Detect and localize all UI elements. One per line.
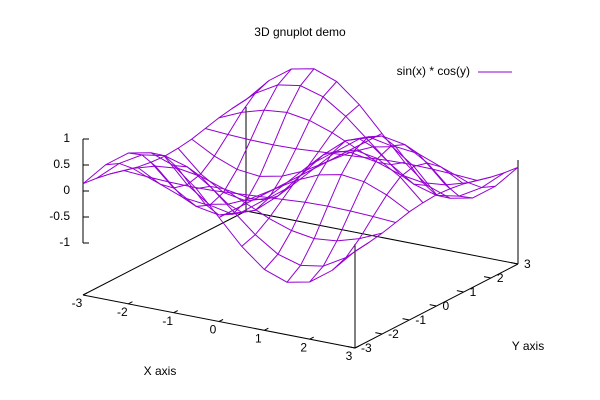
x-tick-label: -1 bbox=[162, 314, 173, 328]
mesh-line bbox=[263, 138, 428, 270]
y-tick bbox=[402, 318, 410, 321]
x-tick bbox=[82, 292, 88, 296]
mesh-line bbox=[173, 81, 338, 213]
y-tick-label: -3 bbox=[361, 341, 372, 355]
y-tick bbox=[375, 332, 383, 335]
mesh-line bbox=[105, 80, 270, 189]
base-edge bbox=[82, 210, 247, 296]
x-tick bbox=[309, 336, 314, 340]
mesh-line bbox=[354, 166, 519, 252]
x-tick bbox=[354, 345, 360, 349]
y-tick bbox=[483, 276, 491, 279]
y-tick bbox=[511, 262, 519, 265]
mesh-line bbox=[286, 135, 451, 283]
x-tick bbox=[264, 327, 269, 331]
y-tick bbox=[456, 290, 464, 293]
base-edge bbox=[245, 210, 519, 265]
y-tick-label: 0 bbox=[443, 299, 450, 313]
mesh-line bbox=[82, 99, 247, 185]
z-tick-label: -1 bbox=[59, 235, 70, 249]
y-tick bbox=[429, 304, 437, 307]
x-tick-label: 3 bbox=[346, 349, 353, 363]
z-tick-label: 0 bbox=[63, 183, 70, 197]
y-tick-label: 1 bbox=[470, 285, 477, 299]
x-tick-label: 1 bbox=[255, 332, 262, 346]
x-tick bbox=[218, 318, 224, 322]
z-tick-label: -0.5 bbox=[49, 209, 70, 223]
y-axis-label: Y axis bbox=[512, 339, 544, 353]
y-tick-label: -2 bbox=[388, 327, 399, 341]
y-tick-label: 2 bbox=[497, 271, 504, 285]
x-tick bbox=[128, 301, 133, 305]
x-tick-label: 2 bbox=[300, 340, 307, 354]
chart-title: 3D gnuplot demo bbox=[254, 25, 346, 39]
z-tick-label: 0.5 bbox=[53, 157, 70, 171]
x-axis-label: X axis bbox=[144, 364, 177, 378]
x-tick-label: -2 bbox=[117, 305, 128, 319]
mesh-line bbox=[128, 68, 292, 207]
legend-label: sin(x) * cos(y) bbox=[397, 64, 470, 78]
mesh-line bbox=[241, 150, 405, 247]
mesh-line bbox=[150, 68, 315, 216]
x-tick bbox=[173, 310, 178, 314]
z-tick-label: 1 bbox=[63, 131, 70, 145]
mesh-line bbox=[196, 104, 360, 201]
x-tick-label: 0 bbox=[210, 323, 217, 337]
x-tick-label: -3 bbox=[72, 296, 83, 310]
y-tick-label: 3 bbox=[524, 257, 531, 271]
mesh-line bbox=[309, 144, 473, 283]
y-tick-label: -1 bbox=[415, 313, 426, 327]
y-tick bbox=[348, 346, 356, 349]
